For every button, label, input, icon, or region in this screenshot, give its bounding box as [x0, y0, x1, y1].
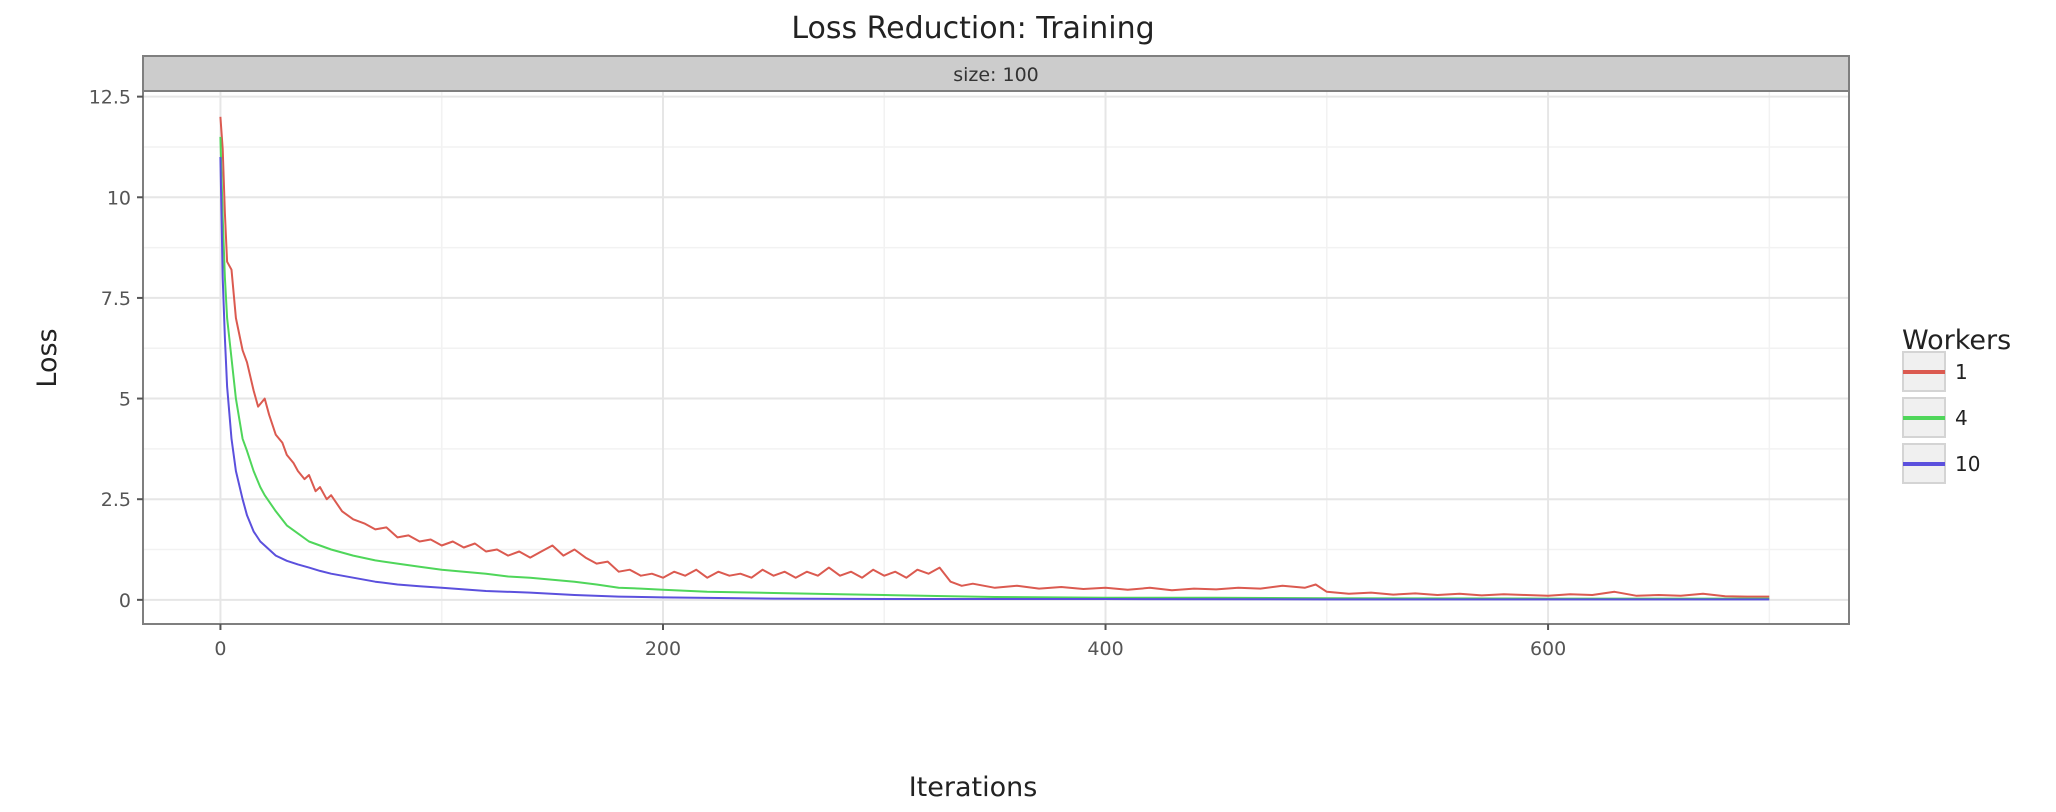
legend-label: 1	[1955, 360, 1968, 384]
x-tick-label: 200	[645, 638, 681, 660]
x-tick-label: 0	[214, 638, 226, 660]
legend-item-workers-10: 10	[1902, 443, 1980, 484]
y-tick-label: 10	[107, 187, 131, 209]
legend-item-workers-1: 1	[1902, 351, 1968, 392]
series-lines	[219, 116, 1770, 601]
series-line-workers-10	[219, 156, 1770, 601]
panel-border	[142, 90, 1850, 625]
x-tick-label: 400	[1087, 638, 1123, 660]
y-tick-label: 12.5	[89, 87, 131, 109]
y-tick-label: 7.5	[101, 288, 131, 310]
legend: Workers 1 4 10	[1902, 325, 2011, 484]
x-axis-label: Iterations	[909, 772, 1038, 803]
x-tick-label: 600	[1530, 638, 1566, 660]
chart-title: Loss Reduction: Training	[791, 11, 1154, 46]
y-tick-label: 0	[119, 590, 131, 612]
legend-label: 4	[1955, 406, 1968, 430]
plot-panel	[143, 91, 1849, 624]
y-tick-label: 2.5	[101, 489, 131, 511]
legend-label: 10	[1955, 452, 1980, 476]
y-tick-label: 5	[119, 389, 131, 411]
series-line-workers-1	[219, 116, 1770, 598]
y-axis-label: Loss	[32, 328, 63, 387]
facet-label: size: 100	[953, 64, 1039, 86]
series-line-workers-4	[219, 136, 1770, 600]
legend-title: Workers	[1902, 325, 2011, 356]
axes: 0 200 400 600 0 2.5 5 7.5 10 12.5	[89, 87, 1567, 660]
legend-item-workers-4: 4	[1902, 397, 1968, 438]
facet-strip	[142, 55, 1850, 92]
